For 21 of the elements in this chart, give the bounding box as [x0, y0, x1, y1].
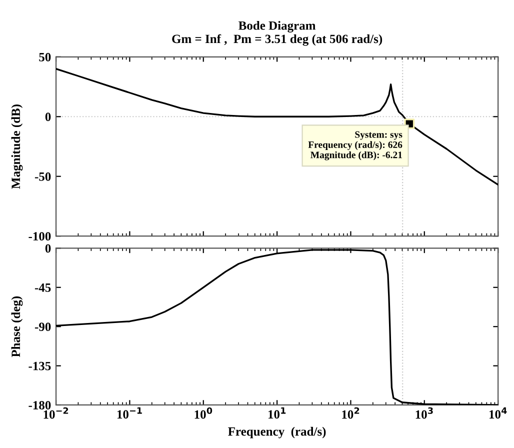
chart-subtitle: Gm = Inf , Pm = 3.51 deg (at 506 rad/s) [172, 34, 382, 46]
x-tick-label: 10$^{−1}$ [117, 407, 142, 419]
y-tick-label: 0 [45, 112, 51, 122]
annotation: System: sys Frequency (rad/s): 626 Magnitude (dB): -6.21 [308, 131, 402, 160]
y-tick-label: 50 [39, 52, 51, 62]
x-tick-label: 10$^{3}$ [416, 407, 433, 419]
x-tick-label: 10$^{0}$ [194, 407, 212, 419]
x-tick-label: 10$^{2}$ [342, 407, 360, 419]
y-tick-label: -45 [34, 284, 51, 292]
y-tick-label: -50 [34, 172, 51, 181]
y-tick-label: -180 [28, 401, 51, 410]
y-tick-label: -100 [28, 232, 51, 241]
y-axis-title: Magnitude (dB) [11, 104, 23, 189]
y-tick-label: -90 [34, 322, 51, 332]
y-tick-label: 0 [45, 244, 51, 253]
x-tick-label: 10$^{4}$ [490, 407, 507, 419]
y-axis-title: Phase (deg) [11, 296, 23, 358]
chart-title: Bode Diagram [238, 21, 316, 32]
x-axis-title: Frequency (rad/s) [228, 426, 326, 438]
y-tick-label: -135 [28, 362, 51, 370]
x-tick-label: 10$^{1}$ [268, 407, 286, 419]
